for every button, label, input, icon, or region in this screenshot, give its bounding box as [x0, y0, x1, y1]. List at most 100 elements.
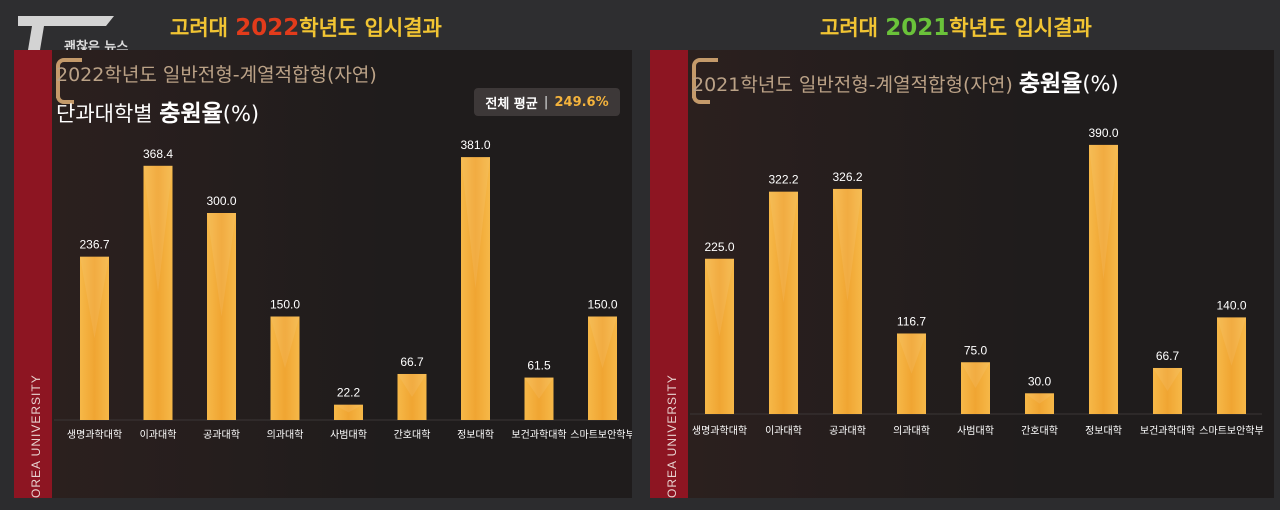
bar-highlight	[1025, 393, 1054, 404]
bar	[588, 316, 617, 420]
category-label: 스마트보안학부	[570, 429, 632, 441]
bar	[769, 191, 798, 414]
right-bracket-icon	[692, 58, 718, 104]
bar	[80, 256, 109, 420]
right-chart-panel: KOREA UNIVERSITY 2021학년도 일반전형-계열적합형(자연) …	[650, 50, 1274, 498]
bar-highlight	[80, 256, 109, 339]
left-subtitle-bold: 충원율	[159, 101, 223, 127]
category-label: 사범대학	[957, 425, 994, 437]
left-chart-panel: KOREA UNIVERSITY 2022학년도 일반전형-계열적합형(자연) …	[14, 50, 632, 498]
right-subtitle-line: 2021학년도 일반전형-계열적합형(자연) 충원율(%)	[692, 64, 1119, 98]
bar	[524, 377, 554, 420]
category-label: 생명과학대학	[692, 425, 747, 437]
category-label: 보건과학대학	[511, 429, 566, 441]
category-label: 의과대학	[267, 429, 304, 441]
bar	[1217, 317, 1246, 414]
bar	[705, 258, 734, 414]
category-label: 정보대학	[1085, 425, 1122, 437]
bar-value-label: 150.0	[587, 298, 617, 312]
bar-value-label: 300.0	[206, 194, 236, 208]
bar-highlight	[397, 373, 427, 397]
bar-value-label: 75.0	[964, 343, 988, 357]
average-badge: 전체 평균 | 249.6%	[474, 88, 620, 116]
category-label: 간호대학	[394, 429, 431, 441]
right-bar-chart: 225.0 생명과학대학 322.2 이과대학 326.2 공과대학 116.7 의과대학 75…	[690, 126, 1264, 437]
left-title-post: 학년도 입시결과	[299, 16, 442, 40]
bar-highlight	[769, 191, 798, 303]
category-label: 공과대학	[203, 429, 240, 441]
bar-value-label: 225.0	[704, 240, 734, 254]
left-top-title: 고려대 2022학년도 입시결과	[170, 12, 442, 42]
bar-highlight	[207, 213, 236, 317]
category-label: 의과대학	[893, 425, 930, 437]
category-label: 사범대학	[330, 429, 367, 441]
right-title-pre: 고려대	[820, 16, 886, 40]
top-bar	[0, 0, 1280, 50]
bar	[1089, 144, 1118, 414]
right-top-title: 고려대 2021학년도 입시결과	[820, 12, 1092, 42]
bar	[143, 165, 173, 420]
left-bar-chart: 236.7 생명과학대학 368.4 이과대학 300.0 공과대학 150.0 의과대학 22…	[54, 138, 632, 441]
bar-value-label: 381.0	[460, 138, 490, 152]
bar-value-label: 61.5	[527, 359, 551, 373]
bar-value-label: 66.7	[400, 355, 424, 369]
bar-highlight	[833, 188, 862, 302]
left-bracket-icon	[56, 58, 82, 104]
category-label: 스마트보안학부	[1199, 425, 1263, 437]
right-subtitle-bold: 충원율	[1018, 71, 1083, 97]
bar-value-label: 30.0	[1028, 374, 1052, 388]
category-label: 생명과학대학	[67, 429, 122, 441]
left-subtitle-pre: 단과대학별	[56, 102, 160, 126]
left-title-year: 2022	[235, 15, 300, 41]
bar-value-label: 236.7	[79, 238, 109, 252]
right-title-post: 학년도 입시결과	[949, 16, 1092, 40]
bar-value-label: 116.7	[897, 314, 926, 328]
bar-value-label: 150.0	[270, 298, 300, 312]
category-label: 보건과학대학	[1140, 425, 1195, 437]
bar-value-label: 322.2	[768, 173, 798, 187]
bar	[461, 157, 490, 421]
bar	[397, 373, 427, 420]
bar	[1025, 393, 1054, 414]
left-side-bar: KOREA UNIVERSITY	[14, 50, 52, 498]
right-subtitle-line1: 2021학년도 일반전형-계열적합형(자연)	[692, 74, 1019, 96]
right-side-bar: KOREA UNIVERSITY	[650, 50, 688, 498]
bar	[1153, 367, 1182, 414]
bar-highlight	[897, 333, 926, 374]
category-label: 공과대학	[829, 425, 866, 437]
bar-highlight	[1153, 367, 1182, 391]
category-label: 이과대학	[765, 425, 802, 437]
bar-highlight	[705, 258, 734, 337]
badge-separator: |	[543, 94, 549, 110]
right-subtitle-post: (%)	[1082, 72, 1119, 96]
bar-highlight	[1089, 144, 1118, 280]
category-label: 정보대학	[457, 429, 494, 441]
bar-value-label: 390.0	[1088, 126, 1118, 140]
bar-highlight	[143, 165, 173, 293]
bar	[207, 213, 236, 420]
badge-label: 전체 평균	[485, 96, 538, 112]
left-subtitle-line1: 2022학년도 일반전형-계열적합형(자연)	[56, 64, 377, 86]
bar-value-label: 22.2	[337, 386, 361, 400]
bar	[334, 404, 363, 420]
left-subtitle-line2: 단과대학별 충원율(%)	[56, 94, 259, 128]
bar-value-label: 140.0	[1216, 298, 1246, 312]
bar-highlight	[1217, 317, 1246, 366]
category-label: 간호대학	[1021, 425, 1058, 437]
left-subtitle-post: (%)	[222, 102, 260, 126]
category-label: 이과대학	[140, 429, 177, 441]
bar-highlight	[524, 377, 554, 399]
left-title-pre: 고려대	[170, 16, 236, 40]
bar-highlight	[961, 362, 990, 389]
bar-value-label: 66.7	[1156, 349, 1180, 363]
bar-highlight	[461, 157, 490, 289]
bar-highlight	[334, 404, 363, 413]
bar	[270, 316, 300, 420]
bar	[961, 362, 990, 414]
bar-value-label: 326.2	[832, 170, 862, 184]
bar	[833, 188, 862, 414]
bar-highlight	[588, 316, 617, 369]
bar-value-label: 368.4	[143, 147, 173, 161]
bar	[897, 333, 926, 414]
right-title-year: 2021	[885, 15, 950, 41]
